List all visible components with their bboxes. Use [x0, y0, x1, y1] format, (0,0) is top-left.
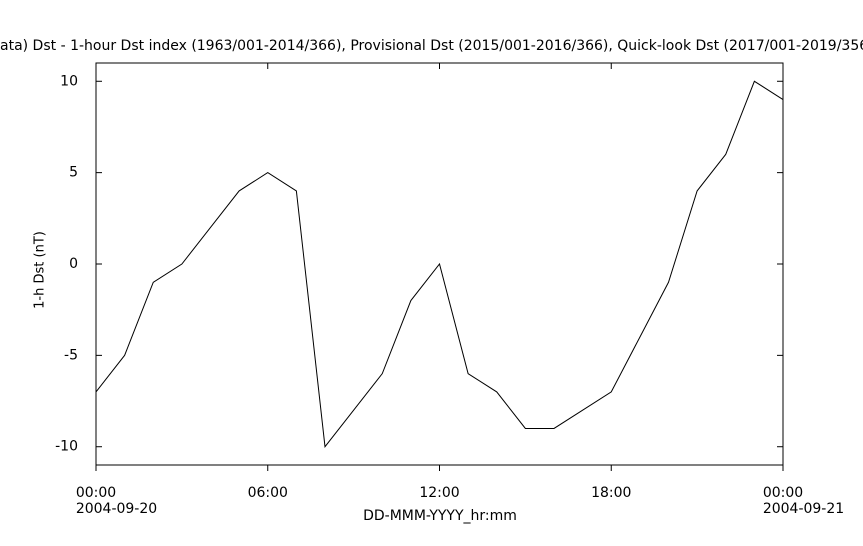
x-tick-label: 00:00 — [763, 485, 803, 501]
y-axis-label: 1-h Dst (nT) — [33, 231, 48, 309]
y-tick-label: 0 — [69, 256, 78, 272]
x-tick-date: 2004-09-20 — [76, 501, 157, 517]
x-tick-label: 00:00 — [76, 485, 116, 501]
y-tick-label: 10 — [60, 73, 78, 89]
x-tick-label: 12:00 — [419, 485, 459, 501]
y-tick-label: -10 — [55, 439, 78, 455]
y-tick-label: -5 — [64, 347, 78, 363]
x-axis-label: DD-MMM-YYYY_hr:mm — [363, 508, 517, 524]
chart-title: ata) Dst - 1-hour Dst index (1963/001-20… — [0, 38, 863, 54]
y-tick-label: 5 — [69, 165, 78, 181]
data-line — [95, 80, 784, 448]
x-tick-date: 2004-09-21 — [763, 501, 844, 517]
x-tick-label: 18:00 — [591, 485, 631, 501]
x-tick-label: 06:00 — [248, 485, 288, 501]
